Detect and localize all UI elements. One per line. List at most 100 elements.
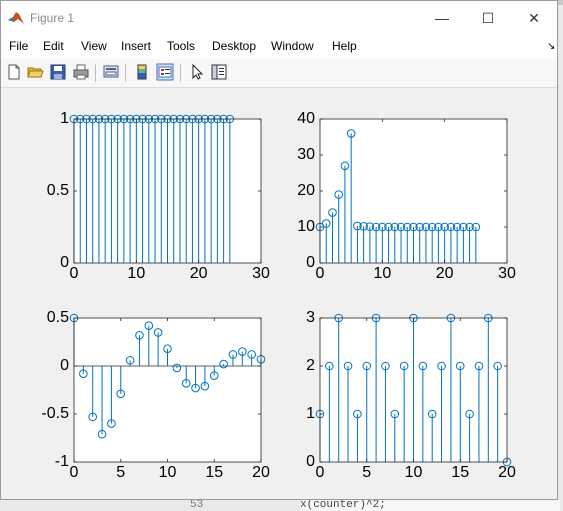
save-icon[interactable] bbox=[49, 63, 67, 81]
figure-window: Figure 1 — ☐ ✕ File Edit View Insert Too… bbox=[0, 0, 558, 500]
stem-marker bbox=[328, 208, 337, 217]
stem-marker bbox=[247, 350, 256, 359]
stem-marker bbox=[144, 321, 154, 330]
maximize-button[interactable]: ☐ bbox=[465, 1, 511, 35]
menu-desktop[interactable]: Desktop bbox=[212, 39, 257, 53]
stem-marker bbox=[238, 347, 247, 356]
stem-marker bbox=[437, 361, 446, 371]
maximize-icon: ☐ bbox=[481, 9, 495, 26]
background-line-number: 53 bbox=[190, 499, 204, 511]
y-tick-label: 0 bbox=[60, 357, 69, 374]
stem-marker bbox=[346, 129, 356, 138]
stem-marker bbox=[325, 361, 334, 371]
stem-marker bbox=[79, 369, 88, 378]
toolbar-separator bbox=[180, 64, 181, 82]
pointer-icon[interactable] bbox=[188, 63, 206, 81]
stem-marker bbox=[116, 389, 126, 399]
stem-marker bbox=[493, 361, 502, 371]
stem-marker bbox=[228, 350, 238, 359]
stem-marker bbox=[440, 222, 449, 232]
y-tick-label: 10 bbox=[297, 218, 315, 235]
menu-tools[interactable]: Tools bbox=[167, 39, 196, 53]
subplot-4: 0 5 10 15 20 0 1 2 3 bbox=[306, 309, 516, 481]
stem-marker bbox=[421, 222, 431, 232]
figure-canvas: 0 10 20 30 0 0.5 1 0 10 20 30 0 10 20 30 40 0 5 10 15 20 -1 -0… bbox=[2, 88, 556, 499]
stem-marker bbox=[427, 409, 437, 419]
menu-view[interactable]: View bbox=[81, 39, 107, 53]
figure-toolbar bbox=[1, 59, 557, 88]
stem-marker bbox=[459, 222, 468, 232]
stem-marker bbox=[88, 412, 97, 422]
stem-marker bbox=[409, 222, 418, 232]
stem-marker bbox=[446, 222, 456, 232]
stem-marker bbox=[353, 221, 362, 231]
stem-marker bbox=[163, 344, 172, 354]
stem-marker bbox=[153, 328, 163, 337]
y-tick-label: 2 bbox=[306, 357, 315, 374]
menu-file[interactable]: File bbox=[9, 39, 29, 53]
subplot-3: 0 5 10 15 20 -1 -0.5 0 0.5 bbox=[41, 309, 270, 481]
new-figure-icon[interactable] bbox=[5, 63, 23, 81]
stem-marker bbox=[418, 361, 428, 371]
x-tick-label: 30 bbox=[252, 265, 270, 282]
stem-marker bbox=[343, 361, 353, 371]
y-tick-label: 0 bbox=[306, 254, 315, 271]
stem-marker bbox=[362, 361, 372, 371]
x-tick-label: 10 bbox=[405, 464, 423, 481]
stem-marker bbox=[359, 221, 368, 231]
subplot-1: 0 10 20 30 0 0.5 1 bbox=[47, 110, 270, 282]
matlab-logo-icon bbox=[8, 12, 24, 24]
stem-marker bbox=[474, 361, 484, 371]
legend-icon[interactable] bbox=[156, 63, 174, 81]
title-bar[interactable]: Figure 1 — ☐ ✕ bbox=[1, 1, 557, 35]
y-tick-label: 0 bbox=[60, 254, 69, 271]
x-tick-label: 5 bbox=[362, 464, 371, 481]
axes-background bbox=[74, 318, 261, 462]
minimize-button[interactable]: — bbox=[419, 1, 465, 35]
close-icon: ✕ bbox=[528, 9, 540, 26]
stem-marker bbox=[135, 330, 144, 340]
x-tick-label: 20 bbox=[252, 464, 270, 481]
minimize-icon: — bbox=[435, 10, 449, 26]
print-preview-icon[interactable] bbox=[102, 63, 120, 81]
stem-marker bbox=[384, 222, 393, 232]
stem-marker bbox=[181, 378, 191, 388]
colorbar-icon[interactable] bbox=[133, 63, 151, 81]
stem-marker bbox=[97, 429, 107, 439]
stem-marker bbox=[390, 409, 400, 419]
menu-edit[interactable]: Edit bbox=[43, 39, 64, 53]
x-tick-label: 5 bbox=[116, 464, 125, 481]
stem-marker bbox=[353, 409, 362, 419]
menu-window[interactable]: Window bbox=[271, 39, 314, 53]
background-code-text: x(counter)^2; bbox=[300, 500, 560, 511]
menu-help[interactable]: Help bbox=[332, 39, 357, 53]
stem-marker bbox=[340, 161, 350, 171]
stem-marker bbox=[465, 409, 474, 419]
stem-marker bbox=[191, 383, 200, 393]
x-tick-label: 20 bbox=[436, 265, 454, 282]
property-inspector-icon[interactable] bbox=[210, 63, 228, 81]
stem-marker bbox=[209, 371, 219, 380]
x-tick-label: 10 bbox=[127, 265, 145, 282]
x-tick-label: 20 bbox=[190, 265, 208, 282]
stem-marker bbox=[365, 222, 375, 231]
open-file-icon[interactable] bbox=[26, 63, 44, 81]
y-tick-label: -1 bbox=[55, 453, 69, 470]
print-icon[interactable] bbox=[72, 63, 90, 81]
y-tick-label: 40 bbox=[297, 110, 315, 127]
stem-marker bbox=[378, 222, 387, 232]
x-tick-label: 0 bbox=[316, 464, 325, 481]
y-tick-label: 1 bbox=[306, 405, 315, 422]
stem-marker bbox=[471, 222, 481, 232]
stem-marker bbox=[434, 222, 443, 232]
close-button[interactable]: ✕ bbox=[511, 1, 557, 35]
y-tick-label: 3 bbox=[306, 309, 315, 326]
stem-marker bbox=[402, 222, 412, 232]
stem-marker bbox=[125, 355, 135, 365]
menu-insert[interactable]: Insert bbox=[121, 39, 152, 53]
stem-marker bbox=[465, 222, 474, 232]
stem-marker bbox=[452, 222, 462, 232]
stem-marker bbox=[381, 361, 390, 371]
undock-icon[interactable]: ↘ bbox=[547, 41, 556, 52]
x-tick-label: 30 bbox=[498, 265, 516, 282]
